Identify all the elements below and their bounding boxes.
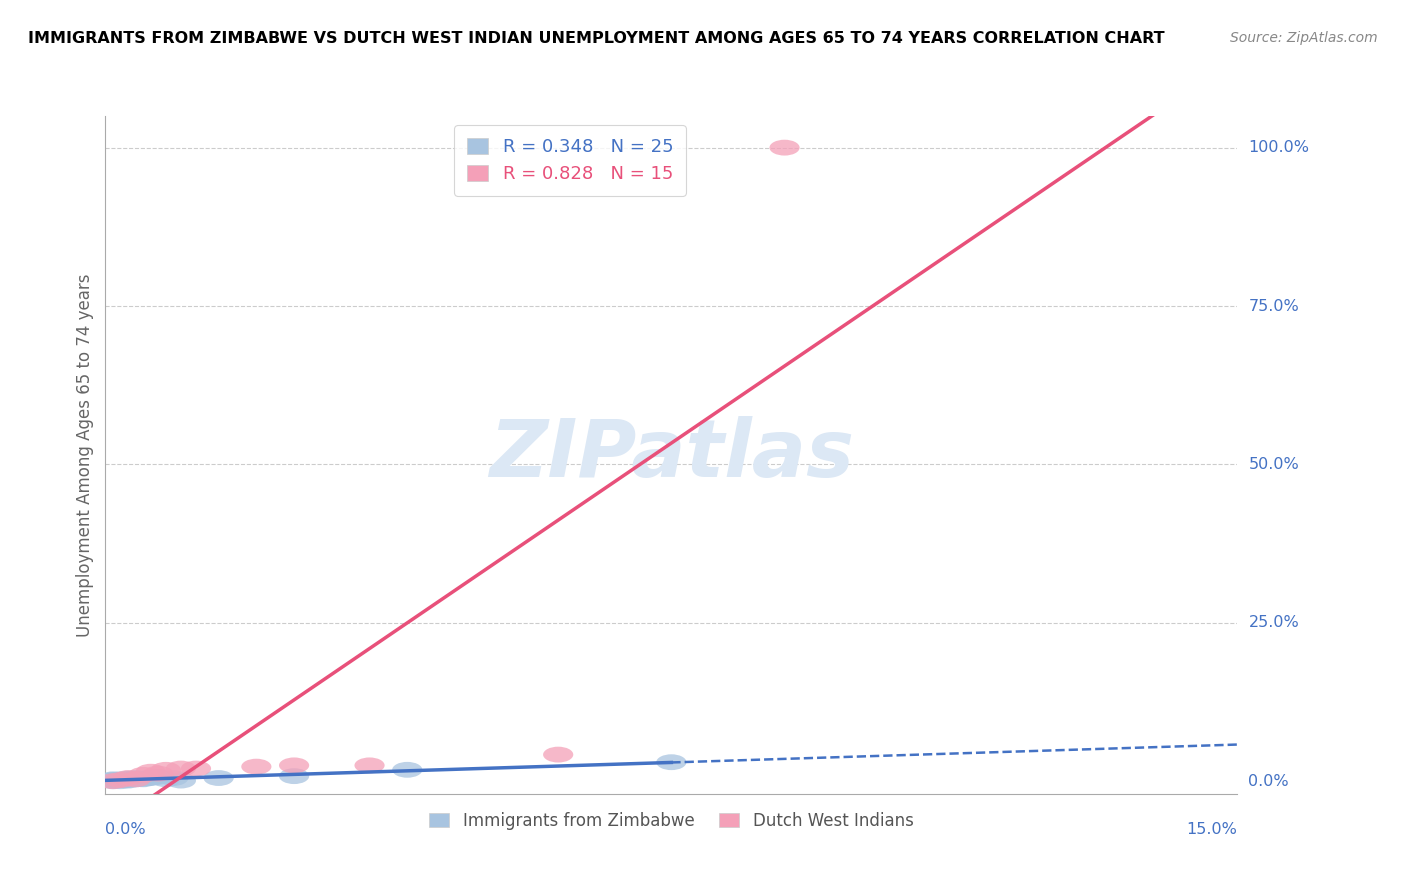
- Ellipse shape: [392, 762, 422, 778]
- Ellipse shape: [98, 772, 128, 788]
- Ellipse shape: [121, 770, 150, 786]
- Ellipse shape: [128, 772, 159, 788]
- Ellipse shape: [242, 759, 271, 774]
- Ellipse shape: [181, 761, 211, 776]
- Text: IMMIGRANTS FROM ZIMBABWE VS DUTCH WEST INDIAN UNEMPLOYMENT AMONG AGES 65 TO 74 Y: IMMIGRANTS FROM ZIMBABWE VS DUTCH WEST I…: [28, 31, 1164, 46]
- Ellipse shape: [278, 768, 309, 784]
- Ellipse shape: [105, 772, 135, 788]
- Ellipse shape: [128, 771, 159, 787]
- Ellipse shape: [121, 772, 150, 788]
- Ellipse shape: [112, 771, 143, 787]
- Ellipse shape: [166, 772, 195, 789]
- Ellipse shape: [105, 772, 135, 788]
- Ellipse shape: [121, 772, 150, 788]
- Ellipse shape: [278, 757, 309, 773]
- Text: Source: ZipAtlas.com: Source: ZipAtlas.com: [1230, 31, 1378, 45]
- Ellipse shape: [112, 772, 143, 788]
- Ellipse shape: [166, 761, 195, 776]
- Ellipse shape: [105, 773, 135, 789]
- Ellipse shape: [543, 747, 574, 763]
- Ellipse shape: [112, 770, 143, 786]
- Ellipse shape: [135, 770, 166, 786]
- Ellipse shape: [204, 770, 233, 786]
- Ellipse shape: [112, 772, 143, 788]
- Ellipse shape: [98, 772, 128, 789]
- Text: 25.0%: 25.0%: [1249, 615, 1299, 631]
- Text: ZIPatlas: ZIPatlas: [489, 416, 853, 494]
- Ellipse shape: [128, 767, 159, 783]
- Ellipse shape: [98, 773, 128, 789]
- Ellipse shape: [657, 755, 686, 770]
- Legend: Immigrants from Zimbabwe, Dutch West Indians: Immigrants from Zimbabwe, Dutch West Ind…: [423, 805, 920, 837]
- Text: 0.0%: 0.0%: [1249, 773, 1289, 789]
- Ellipse shape: [150, 762, 181, 778]
- Ellipse shape: [105, 772, 135, 788]
- Text: 50.0%: 50.0%: [1249, 457, 1299, 472]
- Text: 0.0%: 0.0%: [105, 822, 146, 837]
- Ellipse shape: [98, 773, 128, 789]
- Ellipse shape: [354, 757, 385, 773]
- Text: 15.0%: 15.0%: [1187, 822, 1237, 837]
- Ellipse shape: [112, 772, 143, 789]
- Ellipse shape: [769, 140, 800, 155]
- Text: 75.0%: 75.0%: [1249, 299, 1299, 313]
- Y-axis label: Unemployment Among Ages 65 to 74 years: Unemployment Among Ages 65 to 74 years: [76, 273, 94, 637]
- Ellipse shape: [135, 770, 166, 785]
- Ellipse shape: [159, 770, 188, 786]
- Ellipse shape: [143, 765, 173, 781]
- Ellipse shape: [135, 764, 166, 780]
- Text: 100.0%: 100.0%: [1249, 140, 1309, 155]
- Ellipse shape: [143, 769, 173, 785]
- Ellipse shape: [150, 772, 181, 788]
- Ellipse shape: [98, 772, 128, 788]
